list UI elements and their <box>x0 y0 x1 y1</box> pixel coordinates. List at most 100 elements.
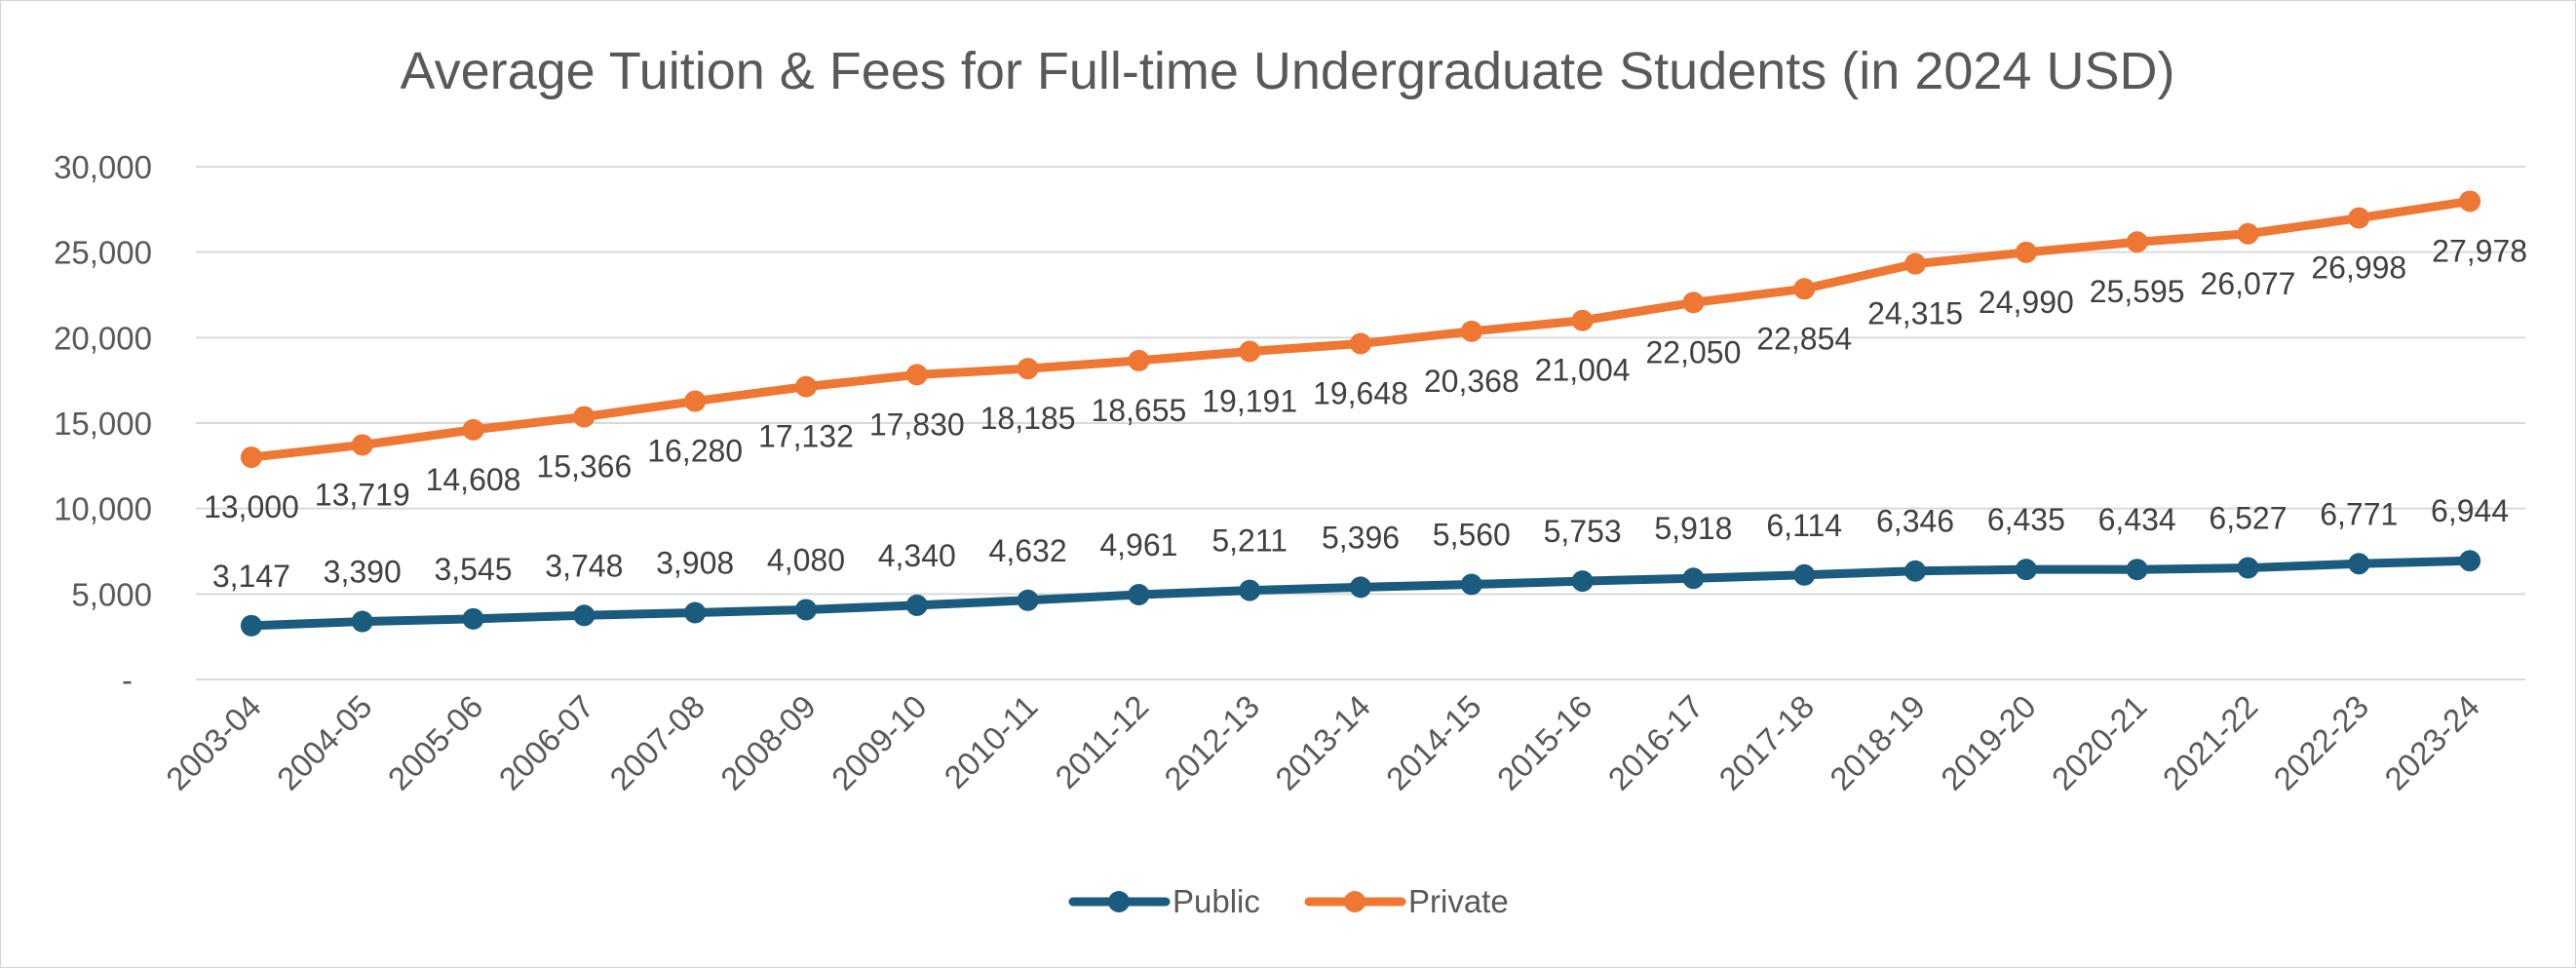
y-tick-label: 15,000 <box>54 406 152 442</box>
x-tick-label: 2021-22 <box>2156 688 2265 797</box>
private-data-point <box>1239 340 1261 363</box>
x-tick-label: 2007-08 <box>602 688 711 797</box>
public-legend-label: Public <box>1173 883 1260 919</box>
x-tick-label: 2006-07 <box>491 688 600 797</box>
y-tick-label: 5,000 <box>71 576 152 612</box>
public-data-point <box>1793 563 1816 586</box>
private-data-label: 17,830 <box>869 407 965 442</box>
y-tick-label: 20,000 <box>54 320 152 356</box>
public-data-label: 3,908 <box>656 545 734 580</box>
public-data-point <box>1460 573 1482 596</box>
public-data-point <box>2126 559 2148 581</box>
x-tick-label: 2023-24 <box>2377 688 2486 797</box>
private-data-point <box>1128 349 1150 371</box>
y-tick-label: 10,000 <box>54 491 152 527</box>
public-data-point <box>573 604 596 627</box>
x-tick-label: 2017-18 <box>1711 688 1821 797</box>
public-data-label: 3,147 <box>212 559 290 594</box>
private-data-label: 20,368 <box>1424 364 1519 399</box>
private-data-point <box>240 446 262 469</box>
public-data-label: 6,527 <box>2209 501 2287 536</box>
private-data-label: 13,000 <box>204 489 299 524</box>
private-data-point <box>2348 207 2370 229</box>
x-tick-label: 2012-13 <box>1157 688 1266 797</box>
public-data-point <box>462 607 484 630</box>
private-data-label: 24,315 <box>1867 296 1963 331</box>
private-data-point <box>2126 231 2148 253</box>
public-data-point <box>2015 559 2037 581</box>
x-tick-label: 2019-20 <box>1934 688 2043 797</box>
x-tick-label: 2015-16 <box>1490 688 1599 797</box>
private-data-point <box>573 406 596 428</box>
private-data-point <box>2015 241 2037 263</box>
public-data-label: 6,771 <box>2320 496 2398 531</box>
private-data-point <box>684 390 707 412</box>
x-tick-label: 2022-23 <box>2266 688 2375 797</box>
y-tick-label: 25,000 <box>54 235 152 271</box>
private-legend-marker <box>1344 891 1365 912</box>
public-data-label: 3,545 <box>434 552 512 587</box>
private-data-label: 19,648 <box>1313 376 1408 411</box>
private-data-point <box>905 364 928 386</box>
private-legend-label: Private <box>1408 883 1509 919</box>
private-data-label: 24,990 <box>1979 285 2074 320</box>
public-data-label: 5,753 <box>1544 514 1622 549</box>
public-data-label: 5,396 <box>1322 520 1400 555</box>
x-tick-label: 2018-19 <box>1823 688 1932 797</box>
public-data-point <box>794 599 817 621</box>
private-data-point <box>1904 252 1927 275</box>
private-data-point <box>351 434 373 456</box>
x-tick-label: 2009-10 <box>825 688 934 797</box>
x-tick-label: 2003-04 <box>159 688 268 797</box>
private-data-point <box>2459 190 2481 213</box>
public-data-point <box>684 601 707 624</box>
private-data-label: 27,978 <box>2432 233 2527 268</box>
public-data-label: 6,434 <box>2098 502 2176 537</box>
private-data-label: 14,608 <box>426 462 521 497</box>
public-legend-marker <box>1108 891 1130 912</box>
private-data-label: 19,191 <box>1202 384 1297 419</box>
public-data-point <box>1017 589 1039 611</box>
x-tick-label: 2016-17 <box>1601 688 1711 797</box>
public-data-label: 6,944 <box>2431 493 2509 528</box>
private-data-label: 17,132 <box>758 419 854 454</box>
public-data-label: 4,961 <box>1099 527 1177 562</box>
private-data-label: 26,077 <box>2201 266 2296 301</box>
private-data-point <box>2237 222 2259 245</box>
public-data-point <box>1239 579 1261 601</box>
private-data-label: 18,185 <box>980 401 1076 436</box>
public-data-label: 6,346 <box>1876 504 1954 539</box>
private-data-point <box>794 375 817 398</box>
x-tick-label: 2020-21 <box>2045 688 2154 797</box>
public-data-point <box>351 610 373 633</box>
public-data-point <box>1350 576 1371 599</box>
public-data-point <box>240 614 262 637</box>
public-data-label: 6,114 <box>1766 508 1842 543</box>
private-data-point <box>1793 278 1816 300</box>
public-data-point <box>2237 557 2259 579</box>
private-data-label: 16,280 <box>647 434 743 469</box>
series-lines <box>240 190 2481 637</box>
x-tick-label: 2010-11 <box>937 688 1044 795</box>
y-tick-label: 30,000 <box>54 149 152 185</box>
x-tick-label: 2005-06 <box>381 688 490 797</box>
private-data-label: 22,854 <box>1756 321 1852 356</box>
private-data-label: 26,998 <box>2311 251 2406 286</box>
private-data-label: 13,719 <box>315 477 410 512</box>
public-data-label: 3,390 <box>324 555 402 590</box>
public-data-label: 3,748 <box>545 548 623 583</box>
y-axis-ticks: - 5,000 10,000 15,000 20,000 25,000 30,000 <box>54 149 152 698</box>
public-data-label: 4,632 <box>989 533 1067 568</box>
public-data-point <box>2459 550 2481 572</box>
private-data-point <box>1460 320 1482 342</box>
x-tick-label: 2014-15 <box>1379 688 1488 797</box>
public-data-point <box>905 594 928 616</box>
private-data-label: 25,595 <box>2090 274 2185 309</box>
public-data-point <box>1682 567 1705 590</box>
private-data-label: 22,050 <box>1645 334 1741 369</box>
y-tick-label: - <box>122 662 133 698</box>
private-data-label: 18,655 <box>1091 393 1186 428</box>
public-data-label: 5,918 <box>1654 511 1732 546</box>
private-data-point <box>1017 358 1039 380</box>
x-axis-ticks: 2003-04 2004-05 2005-06 2006-07 2007-08 2008-… <box>159 688 2486 797</box>
